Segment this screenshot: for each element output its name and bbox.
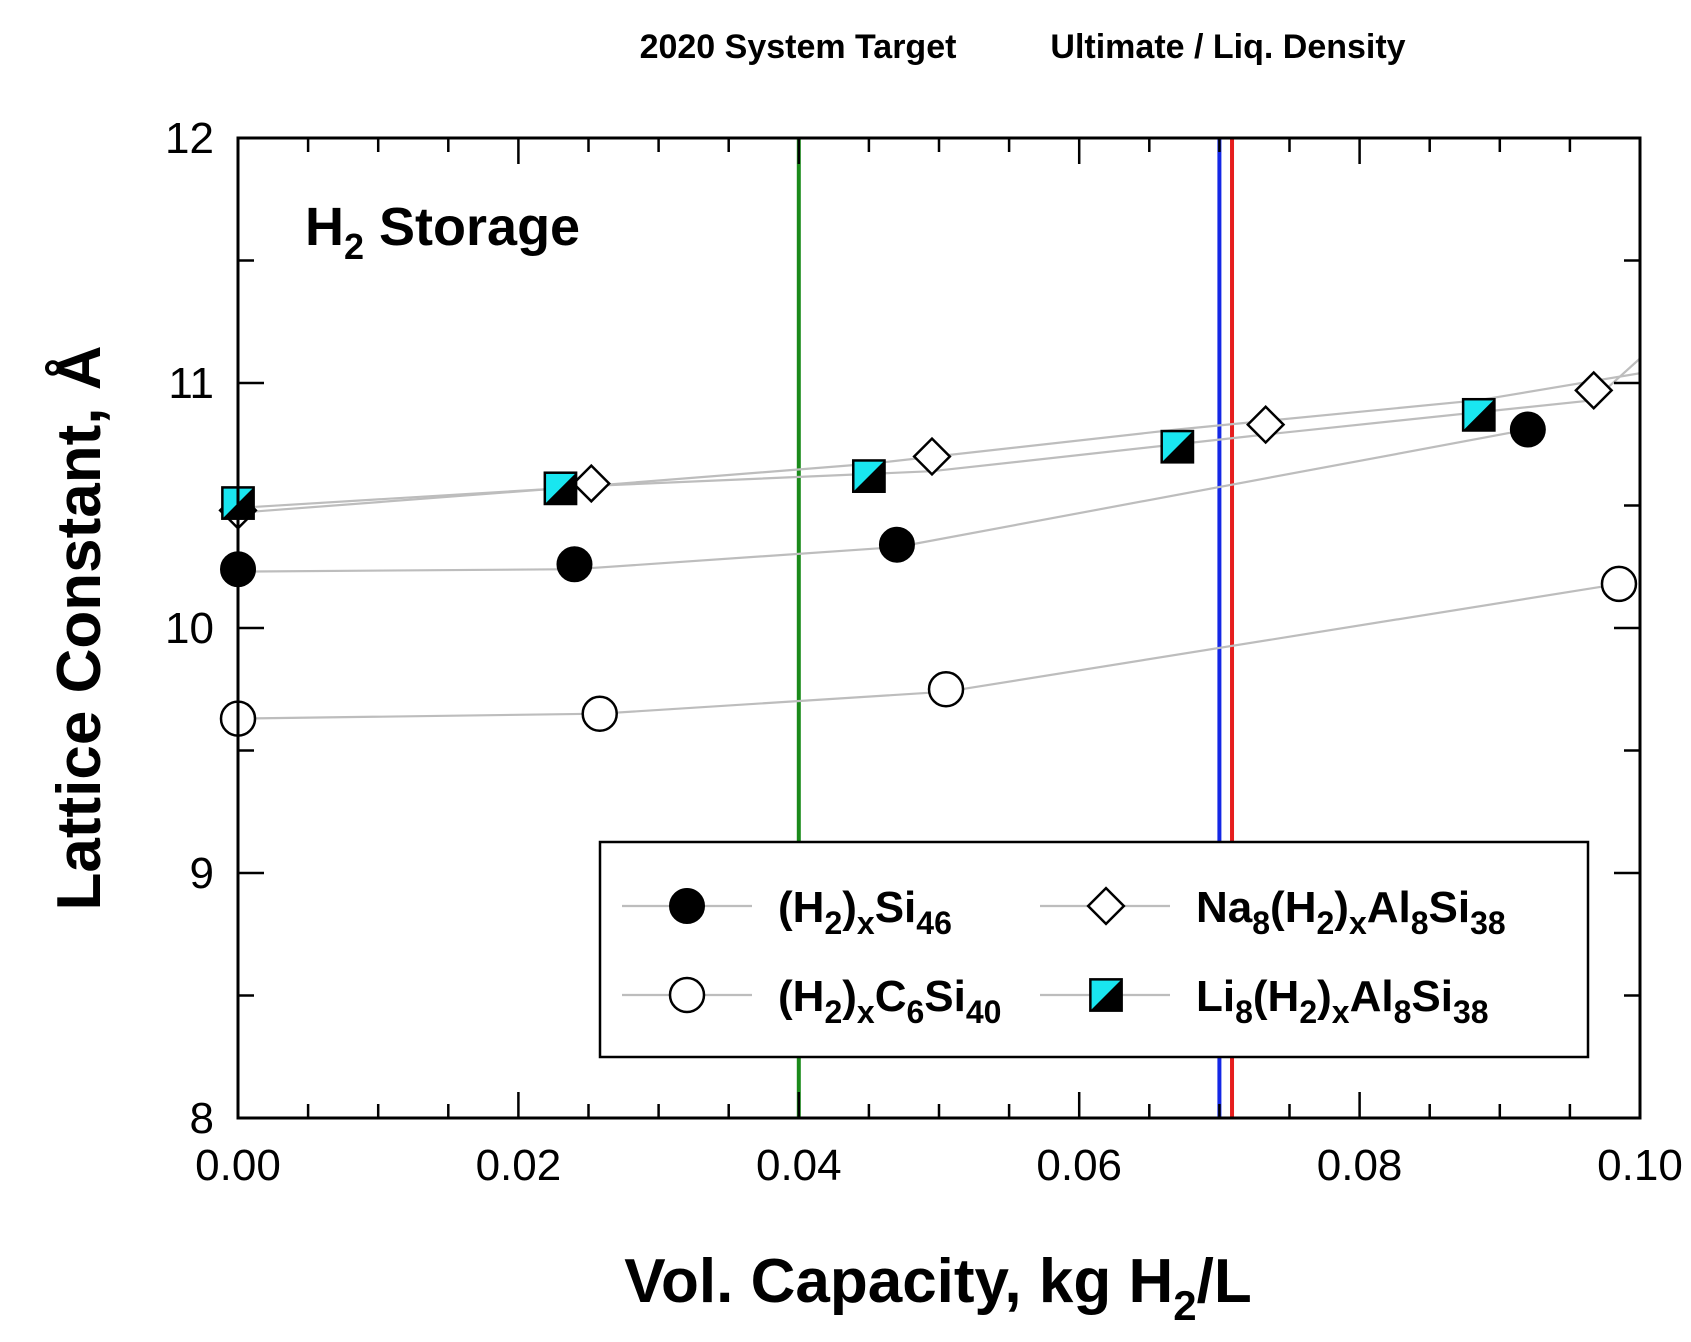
data-point-s3-3 xyxy=(1160,429,1195,464)
legend-marker-0 xyxy=(669,888,705,924)
ultimate-label: Ultimate / Liq. Density xyxy=(1050,28,1405,66)
legend-marker-2 xyxy=(1086,886,1126,926)
fit-line-0 xyxy=(238,428,1529,573)
legend-label-0: (H2)xSi46 xyxy=(778,883,952,941)
x-tick-label: 0.04 xyxy=(756,1141,842,1190)
data-point-s0-1 xyxy=(556,546,593,583)
x-tick-label: 0.00 xyxy=(195,1141,281,1190)
data-point-s3-4 xyxy=(1461,397,1496,432)
legend-label-1: (H2)xC6Si40 xyxy=(778,972,1001,1030)
data-point-s0-2 xyxy=(878,526,915,563)
data-point-s2-2 xyxy=(912,436,952,477)
data-point-s2-4 xyxy=(1574,370,1614,410)
data-point-s1-2 xyxy=(927,671,965,708)
x-tick-label: 0.10 xyxy=(1597,1141,1683,1190)
y-tick-label: 11 xyxy=(168,359,214,408)
y-axis-label: Lattice Constant, Å xyxy=(45,346,114,911)
data-point-s2-1 xyxy=(571,463,611,504)
data-point-s1-1 xyxy=(581,695,618,732)
target-2020-label: 2020 System Target xyxy=(640,28,957,66)
y-tick-label: 8 xyxy=(190,1094,214,1143)
data-point-s2-3 xyxy=(1246,405,1286,445)
legend-box xyxy=(598,840,1590,1059)
data-point-s1-3 xyxy=(1600,565,1638,603)
fit-line-3 xyxy=(238,372,1640,509)
legend-marker-1 xyxy=(668,976,706,1014)
tick-labels: 0.00 0.02 0.04 0.06 0.08 0.10 8 9 10 11 12 xyxy=(165,114,1683,1190)
legend-marker-3 xyxy=(1089,978,1123,1012)
y-tick-label: 10 xyxy=(165,604,214,653)
legend: (H2)xSi46 (H2)xC6Si40 Na8(H2)xAl8Si38 Li8(H… xyxy=(598,840,1590,1059)
y-tick-label: 9 xyxy=(190,849,214,898)
fit-line-1 xyxy=(238,582,1620,720)
x-tick-label: 0.02 xyxy=(476,1141,562,1190)
data-point-s3-2 xyxy=(852,459,886,493)
x-tick-label: 0.06 xyxy=(1036,1141,1122,1190)
data-point-s0-3 xyxy=(1509,411,1546,448)
x-tick-label: 0.08 xyxy=(1317,1141,1403,1190)
data-point-s3-1 xyxy=(543,471,578,506)
legend-label-2: Na8(H2)xAl8Si38 xyxy=(1196,883,1506,941)
annotation-label: H2 Storage xyxy=(305,197,580,267)
axis-ticks xyxy=(236,136,1642,1120)
x-axis-label: Vol. Capacity, kg H2/L xyxy=(624,1247,1251,1329)
legend-label-3: Li8(H2)xAl8Si38 xyxy=(1196,972,1489,1030)
y-tick-label: 12 xyxy=(165,114,214,163)
